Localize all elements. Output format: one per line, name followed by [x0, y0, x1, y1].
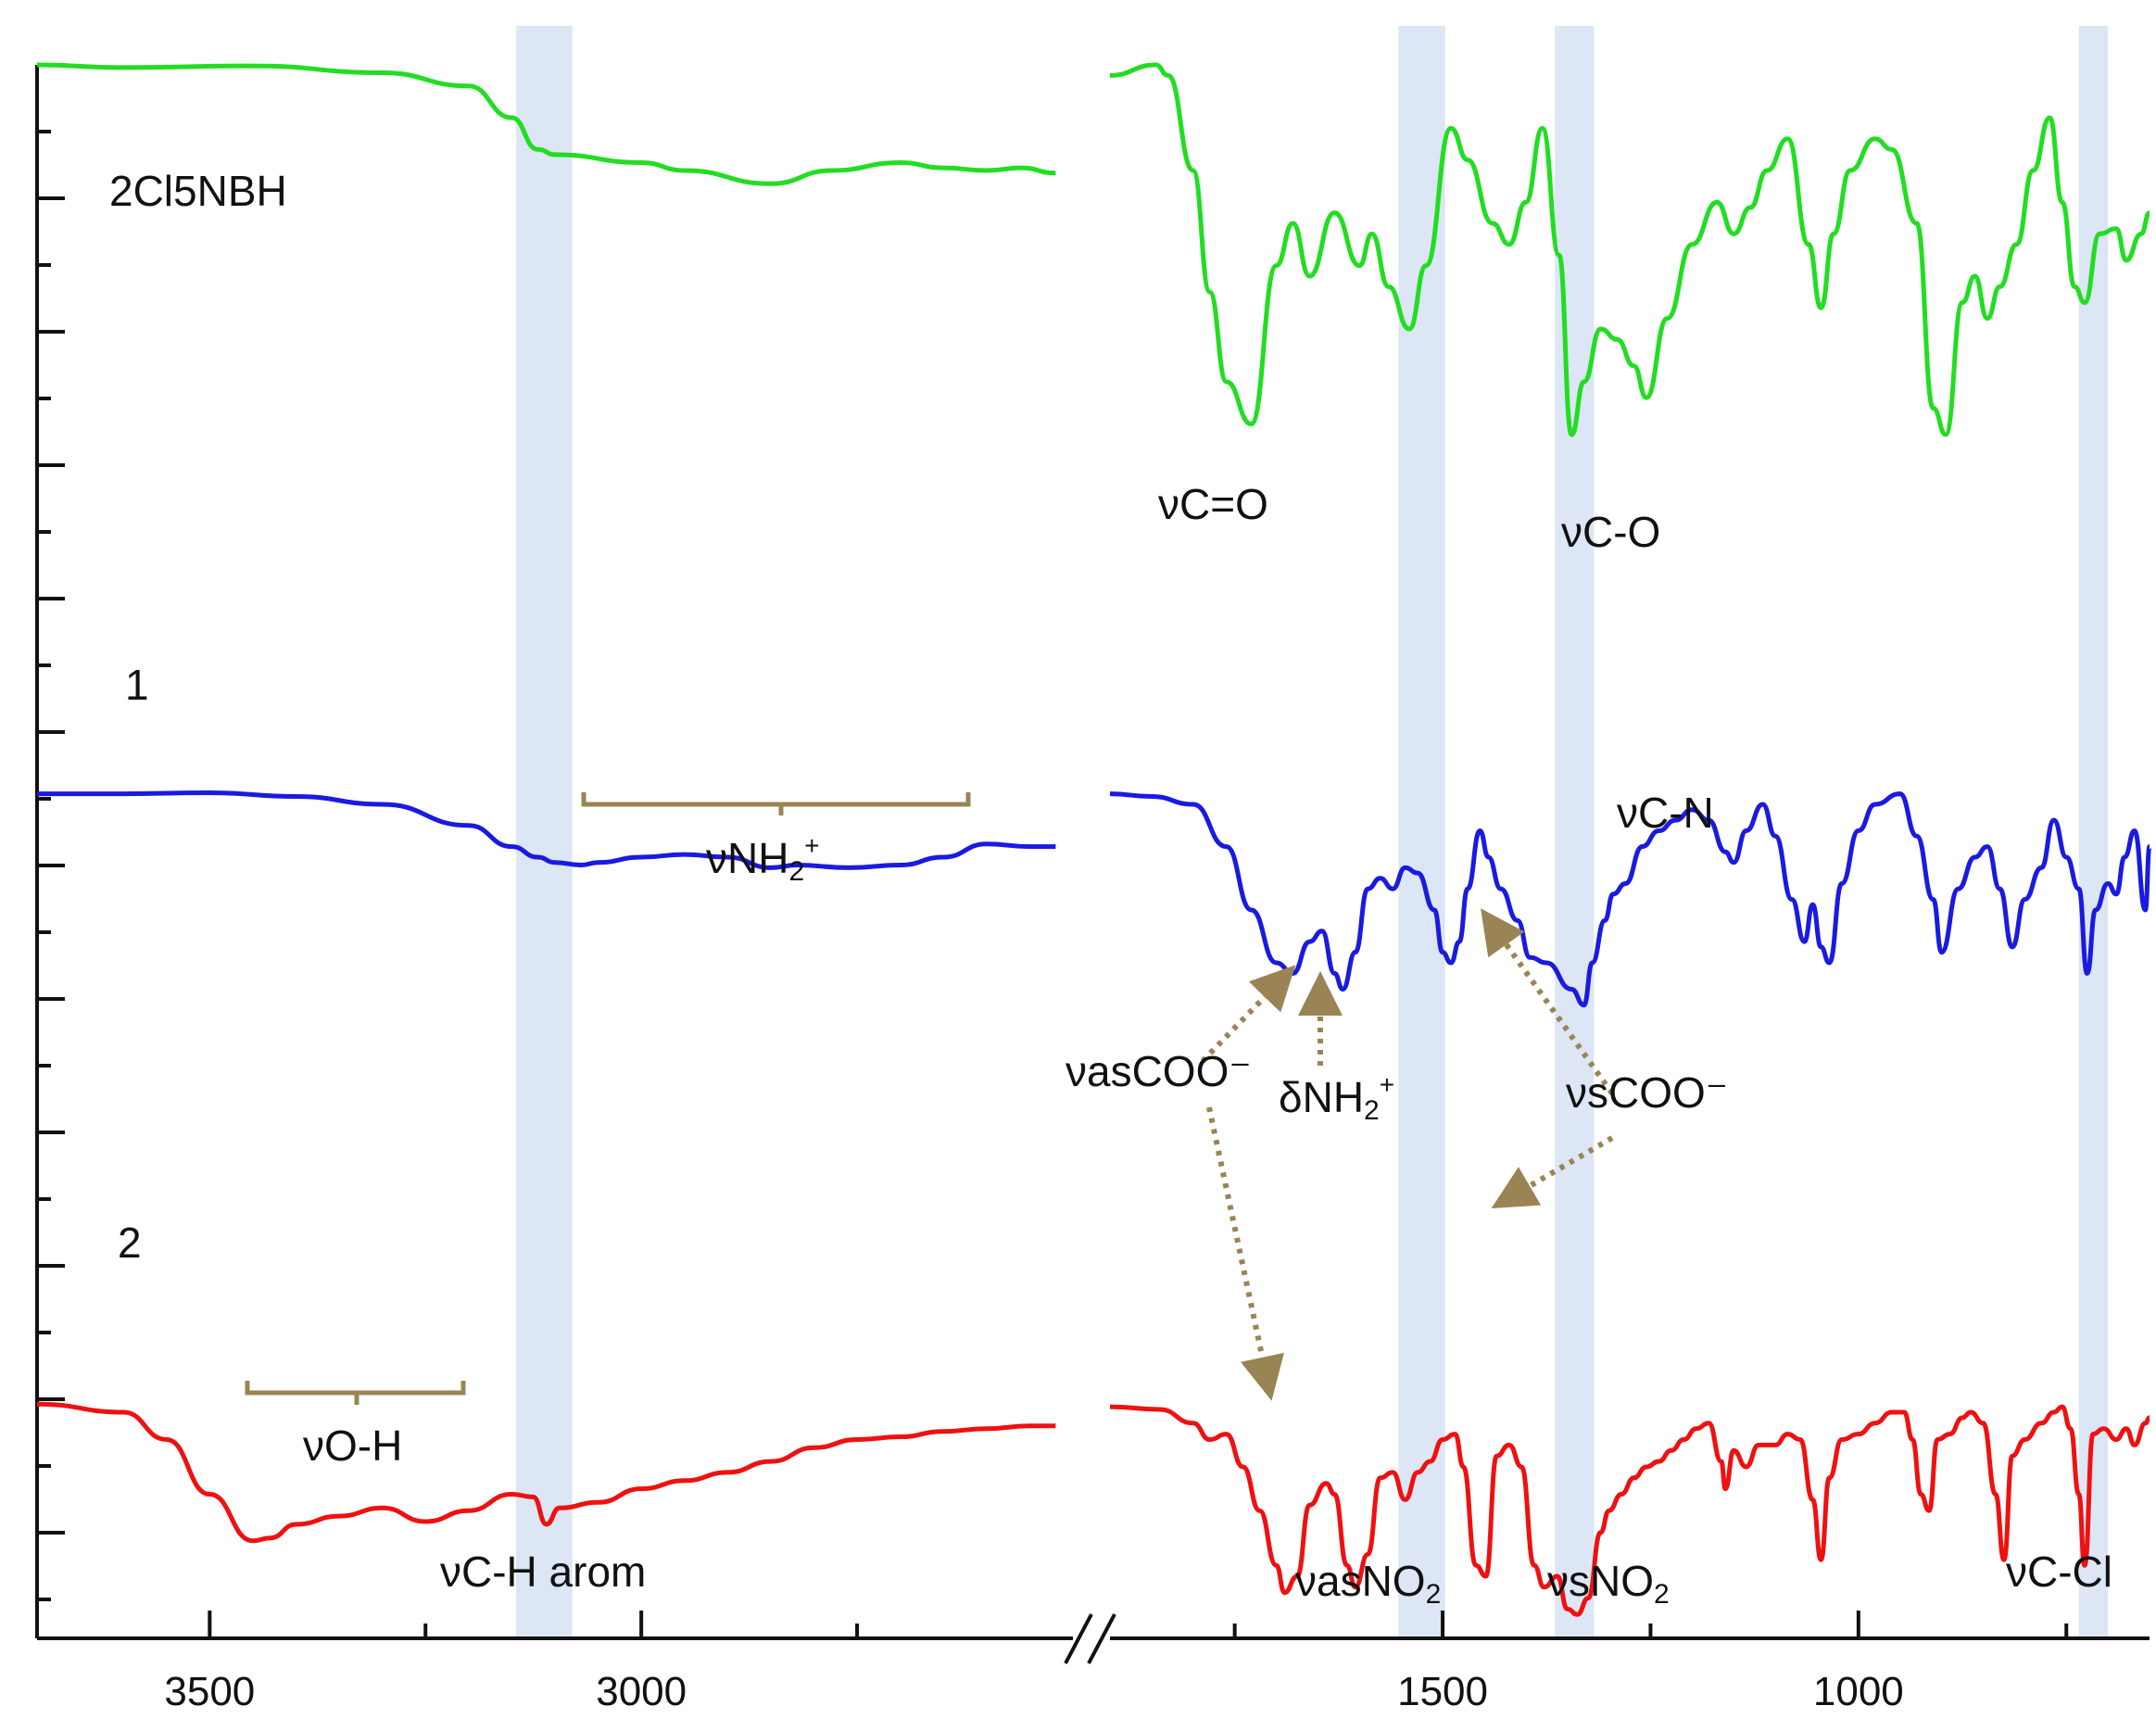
axes: 3500 3000 1500 1000 [35, 63, 2150, 1714]
highlight-bands [516, 26, 2109, 1638]
dotted-arrows [1200, 908, 1615, 1401]
label-dnh2: δNH2+ [1279, 1070, 1394, 1126]
x-tick-label-1000: 1000 [1813, 1669, 1904, 1714]
vnh2-sub: 2 [788, 856, 804, 887]
label-vascoo: νasCOO⁻ [1065, 1047, 1252, 1095]
vnh2-sup: + [804, 831, 819, 860]
vsno2-text: νsNO [1547, 1557, 1654, 1605]
series-line-2cl5nbh-left [36, 62, 1056, 186]
arrow-asCOO-to-red [1206, 1106, 1284, 1401]
label-vcn: νC-N [1617, 789, 1714, 837]
label-vscoo: νsCOO⁻ [1566, 1068, 1728, 1117]
vsno2-sub: 2 [1654, 1579, 1670, 1610]
dnh2-text: δNH [1279, 1073, 1364, 1121]
y-ticks [37, 63, 65, 1601]
vasno2-sub: 2 [1426, 1579, 1442, 1610]
series-line-2-right [1109, 1404, 2151, 1617]
label-vasno2: νasNO2 [1295, 1557, 1441, 1610]
x-tick-label-1500: 1500 [1397, 1669, 1488, 1714]
highlight-band-2 [1398, 26, 1445, 1638]
label-2: 2 [118, 1219, 142, 1267]
label-vsno2: νsNO2 [1547, 1557, 1670, 1610]
label-vco-single: νC-O [1561, 508, 1660, 556]
dnh2-sup: + [1380, 1070, 1394, 1099]
highlight-band-4 [2078, 26, 2109, 1638]
label-vnh2: νNH2+ [706, 831, 820, 887]
label-voh: νO-H [303, 1421, 402, 1470]
nh2-bracket [581, 792, 971, 815]
label-vch-arom: νC-H arom [440, 1548, 646, 1596]
label-1: 1 [125, 661, 149, 709]
series-line-2cl5nbh-right [1109, 62, 2151, 437]
label-2cl5nbh: 2Cl5NBH [109, 167, 287, 215]
label-vccl: νC-Cl [2006, 1548, 2112, 1596]
x-tick-label-3000: 3000 [596, 1669, 687, 1714]
axis-break-mark-2 [1087, 1613, 1116, 1664]
series-group [36, 62, 2152, 1617]
arrow-sCOO-to-blue [1481, 908, 1615, 1095]
brackets [245, 792, 971, 1405]
series-line-1-left [37, 790, 1056, 870]
series-line-2-left [36, 1401, 1056, 1544]
vasno2-text: νasNO [1295, 1557, 1426, 1605]
highlight-band-1 [516, 26, 573, 1638]
axis-break-mark-1 [1064, 1613, 1093, 1664]
x-tick-label-3500: 3500 [164, 1669, 255, 1714]
x-ticks: 3500 3000 1500 1000 [164, 1611, 2069, 1714]
labels: 2Cl5NBH 1 2 νC=O νC-O νC-N νNH2+ νO-H νC… [109, 167, 2112, 1610]
series-line-1-right [1109, 791, 2152, 1008]
dnh2-sub: 2 [1364, 1095, 1380, 1126]
vnh2-text: νNH [706, 834, 788, 882]
label-vco-double: νC=O [1158, 480, 1268, 528]
arrow-asCOO-to-blue [1200, 965, 1296, 1064]
oh-bracket [245, 1381, 466, 1405]
